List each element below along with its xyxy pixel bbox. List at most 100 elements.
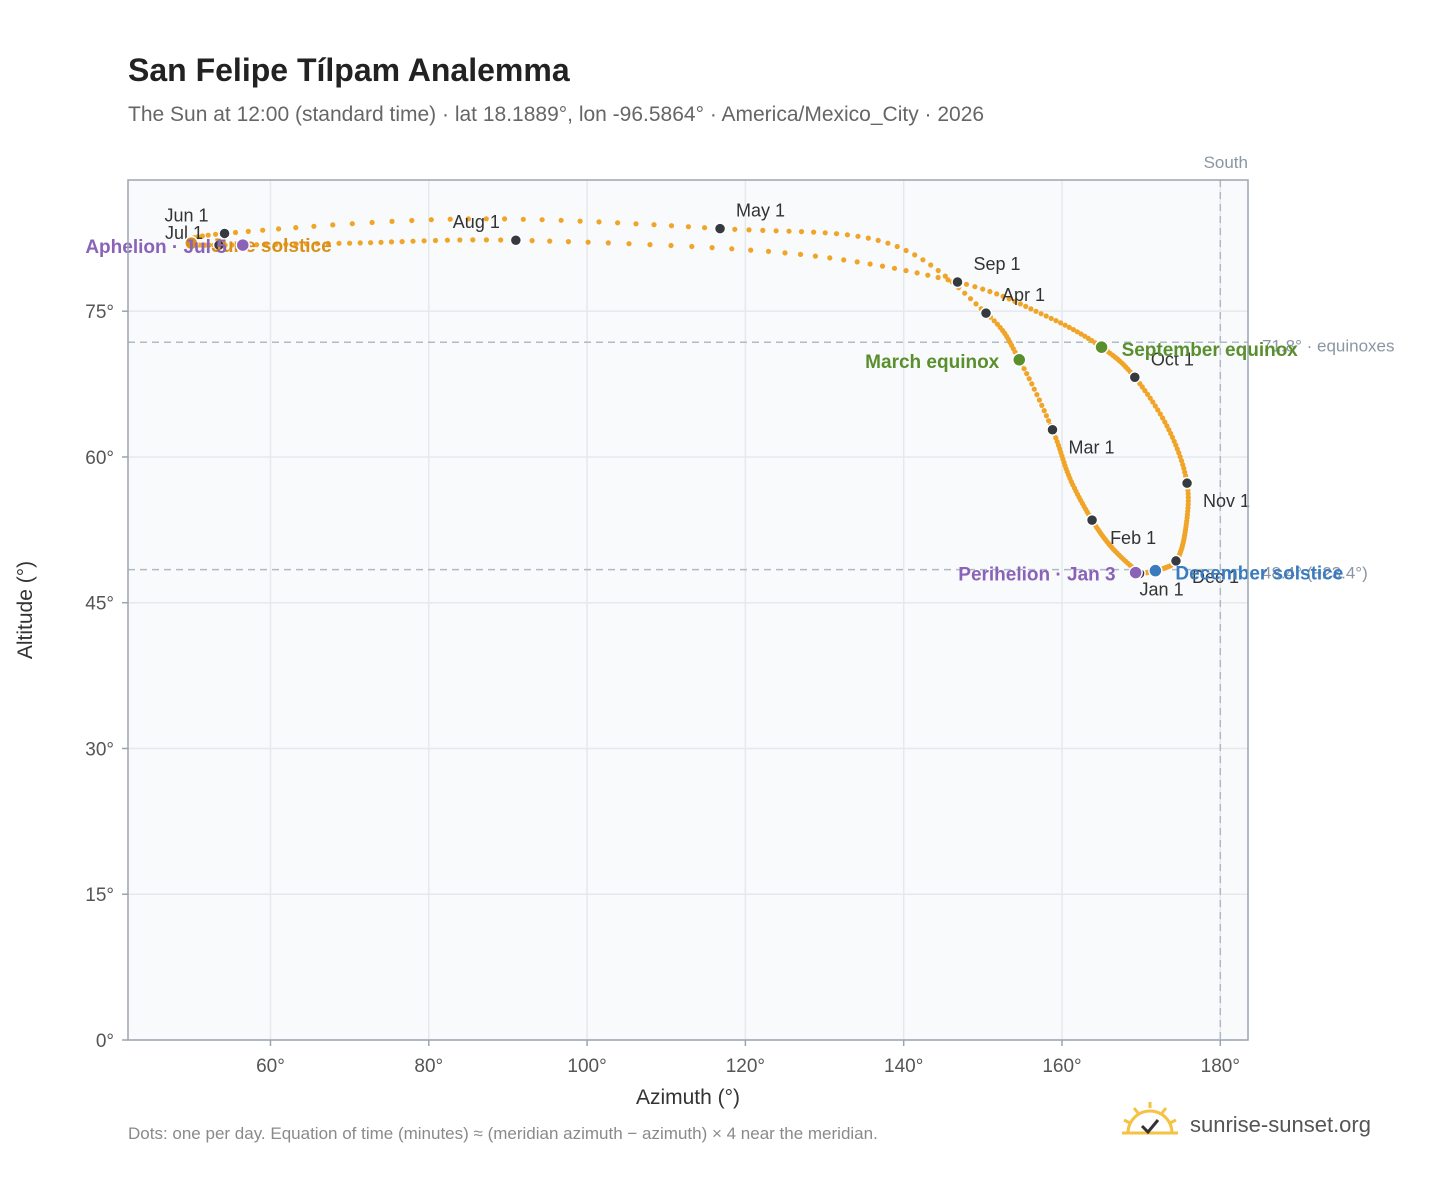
daily-sun-dot: [668, 223, 675, 229]
daily-sun-dot: [822, 230, 828, 236]
brand-name[interactable]: sunrise-sunset.org: [1190, 1112, 1371, 1137]
month-marker-label: Feb 1: [1110, 528, 1156, 548]
daily-sun-dot: [1162, 419, 1168, 425]
plot-area: [128, 180, 1248, 1040]
event-label: September equinox: [1122, 340, 1299, 361]
daily-sun-dot: [854, 259, 860, 265]
daily-sun-dot: [935, 267, 941, 274]
daily-sun-dot: [928, 262, 934, 268]
daily-sun-dot: [903, 268, 909, 274]
daily-sun-dot: [651, 222, 657, 228]
x-tick-label: 160°: [1042, 1056, 1081, 1077]
daily-sun-dot: [942, 273, 948, 279]
daily-sun-dot: [914, 270, 920, 276]
daily-sun-dot: [702, 225, 708, 231]
daily-sun-dot: [577, 218, 583, 224]
daily-sun-dot: [605, 240, 611, 246]
daily-sun-dot: [786, 228, 792, 234]
daily-sun-dot: [205, 232, 211, 238]
daily-sun-dot: [1033, 308, 1039, 314]
daily-sun-dot: [447, 216, 453, 222]
daily-sun-dot: [389, 218, 395, 224]
daily-sun-dot: [410, 238, 416, 244]
daily-sun-dot: [539, 217, 545, 223]
daily-sun-dot: [336, 240, 342, 246]
daily-sun-dot: [1046, 418, 1052, 424]
event-marker-dot: [1128, 565, 1143, 580]
daily-sun-dot: [483, 237, 489, 243]
altitude-reference-label: 48.4° (−23.4°): [1262, 564, 1368, 583]
daily-sun-dot: [206, 242, 212, 248]
month-marker-dot: [1046, 423, 1059, 436]
event-marker-dot: [1012, 352, 1027, 368]
chart-subtitle: The Sun at 12:00 (standard time) · lat 1…: [128, 103, 985, 126]
month-marker-dot: [1085, 513, 1099, 527]
daily-sun-dot: [558, 217, 564, 223]
daily-sun-dot: [1053, 318, 1059, 324]
daily-sun-dot: [885, 240, 891, 246]
brand[interactable]: sunrise-sunset.org: [1120, 1100, 1400, 1150]
y-tick-label: 30°: [85, 739, 114, 760]
x-tick-label: 120°: [726, 1056, 765, 1077]
reference-lines: South 71.8° · equinoxes 48.4° (−23.4°): [128, 153, 1395, 1040]
footnote: Dots: one per day. Equation of time (min…: [128, 1124, 878, 1143]
daily-sun-dot: [1043, 313, 1049, 319]
daily-sun-dot: [428, 217, 434, 223]
y-tick-label: 0°: [96, 1031, 114, 1052]
daily-sun-dot: [668, 242, 674, 249]
daily-sun-dot: [304, 241, 310, 247]
daily-sun-dot: [773, 228, 779, 234]
daily-sun-dot: [963, 281, 970, 287]
daily-sun-dot: [432, 237, 439, 244]
daily-sun-dot: [369, 219, 375, 226]
month-marker-dot: [713, 222, 727, 235]
daily-sun-dot: [465, 216, 471, 222]
daily-sun-dot: [855, 233, 861, 239]
daily-sun-dot: [409, 217, 415, 224]
daily-sun-dot: [565, 239, 572, 245]
daily-sun-dot: [812, 253, 819, 259]
daily-sun-dot: [347, 240, 353, 246]
month-marker-label: May 1: [736, 201, 785, 221]
y-tick-label: 45°: [85, 594, 114, 615]
daily-sun-dot: [973, 301, 979, 307]
daily-sun-dot: [1155, 407, 1161, 413]
month-marker-label: Sep 1: [974, 254, 1021, 274]
month-marker-dot: [212, 238, 226, 252]
daily-sun-dot: [199, 233, 205, 239]
daily-sun-dot: [254, 242, 260, 248]
daily-sun-dot: [1168, 430, 1174, 437]
daily-sun-dot: [444, 237, 450, 243]
daily-sun-dot: [1036, 397, 1042, 403]
daily-sun-dot: [1150, 399, 1156, 405]
daily-sun-dot: [1066, 324, 1072, 330]
event-marker-dot: [184, 235, 199, 251]
daily-sun-dot: [994, 291, 1000, 297]
daily-sun-dot: [797, 251, 804, 257]
month-marker-dot: [218, 227, 231, 240]
daily-sun-dot: [330, 222, 336, 228]
event-label: December solstice: [1175, 564, 1343, 585]
daily-sun-dot: [967, 296, 974, 302]
month-marker-label: Dec 1: [1192, 567, 1239, 587]
daily-sun-dot: [1070, 327, 1076, 333]
daily-sun-dot: [626, 241, 632, 247]
daily-sun-dot: [844, 232, 851, 238]
daily-sun-dot: [1029, 381, 1035, 387]
event-label: Aphelion · Jul 5: [85, 237, 227, 258]
daily-sun-dot: [1034, 392, 1040, 398]
meridian-label: South: [1204, 153, 1248, 172]
daily-sun-dot: [1012, 298, 1018, 304]
month-marker-dot: [1180, 476, 1194, 490]
y-tick-label: 15°: [85, 885, 114, 906]
daily-sun-dot: [596, 219, 602, 225]
event-marker-dot: [1148, 563, 1163, 578]
plot-frame: [127, 179, 1249, 1041]
daily-sun-dot: [962, 290, 968, 296]
daily-sun-dot: [457, 237, 463, 243]
y-tick-label: 75°: [85, 302, 114, 323]
month-marker-label: Mar 1: [1068, 438, 1114, 458]
daily-sun-dot: [689, 243, 695, 250]
